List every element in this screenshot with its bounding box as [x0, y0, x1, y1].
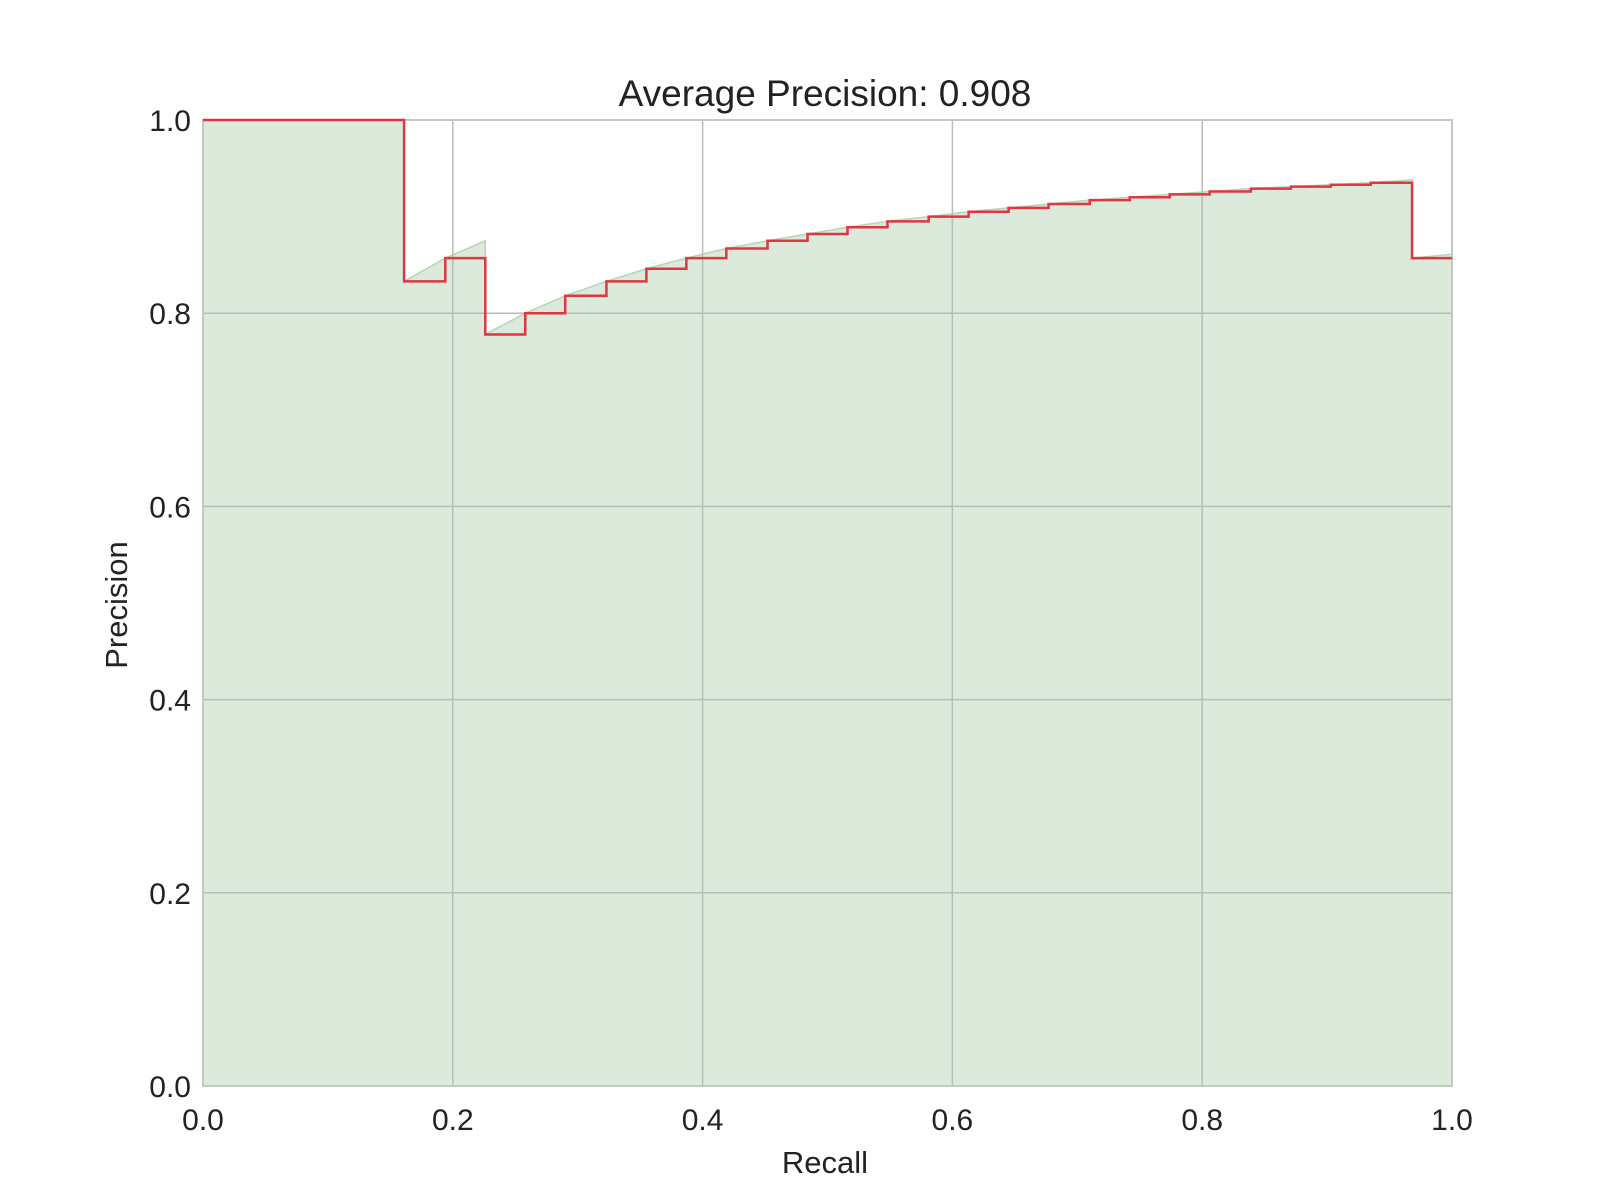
- y-tick-label: 0.0: [149, 1071, 191, 1104]
- x-tick-label: 1.0: [1431, 1104, 1473, 1137]
- x-tick-label: 0.6: [932, 1104, 974, 1137]
- step-line-layer: [203, 118, 1452, 336]
- area-fill-layer: [203, 119, 1453, 1086]
- y-axis-label: Precision: [99, 541, 134, 669]
- area-fill: [203, 120, 1452, 1086]
- grid-layer: [203, 120, 1452, 1086]
- chart-title: Average Precision: 0.908: [619, 73, 1032, 114]
- x-tick-label: 0.4: [682, 1104, 724, 1137]
- plot-frame: [202, 119, 1453, 1087]
- y-tick-label: 0.4: [149, 685, 191, 718]
- x-tick-label: 0.8: [1181, 1104, 1223, 1137]
- x-axis-label: Recall: [782, 1145, 868, 1180]
- y-tick-label: 0.2: [149, 878, 191, 911]
- x-tick-label: 0.0: [182, 1104, 224, 1137]
- plot-border: [202, 119, 1453, 1087]
- y-tick-label: 0.6: [149, 491, 191, 524]
- tick-labels-layer: 0.0 0.2 0.4 0.6 0.8 1.0 0.0 0.2 0.4 0.6 0.8 1.0: [149, 105, 1473, 1137]
- x-tick-label: 0.2: [432, 1104, 474, 1137]
- precision-step-line: [203, 118, 1452, 336]
- y-tick-label: 1.0: [149, 105, 191, 138]
- y-tick-label: 0.8: [149, 298, 191, 331]
